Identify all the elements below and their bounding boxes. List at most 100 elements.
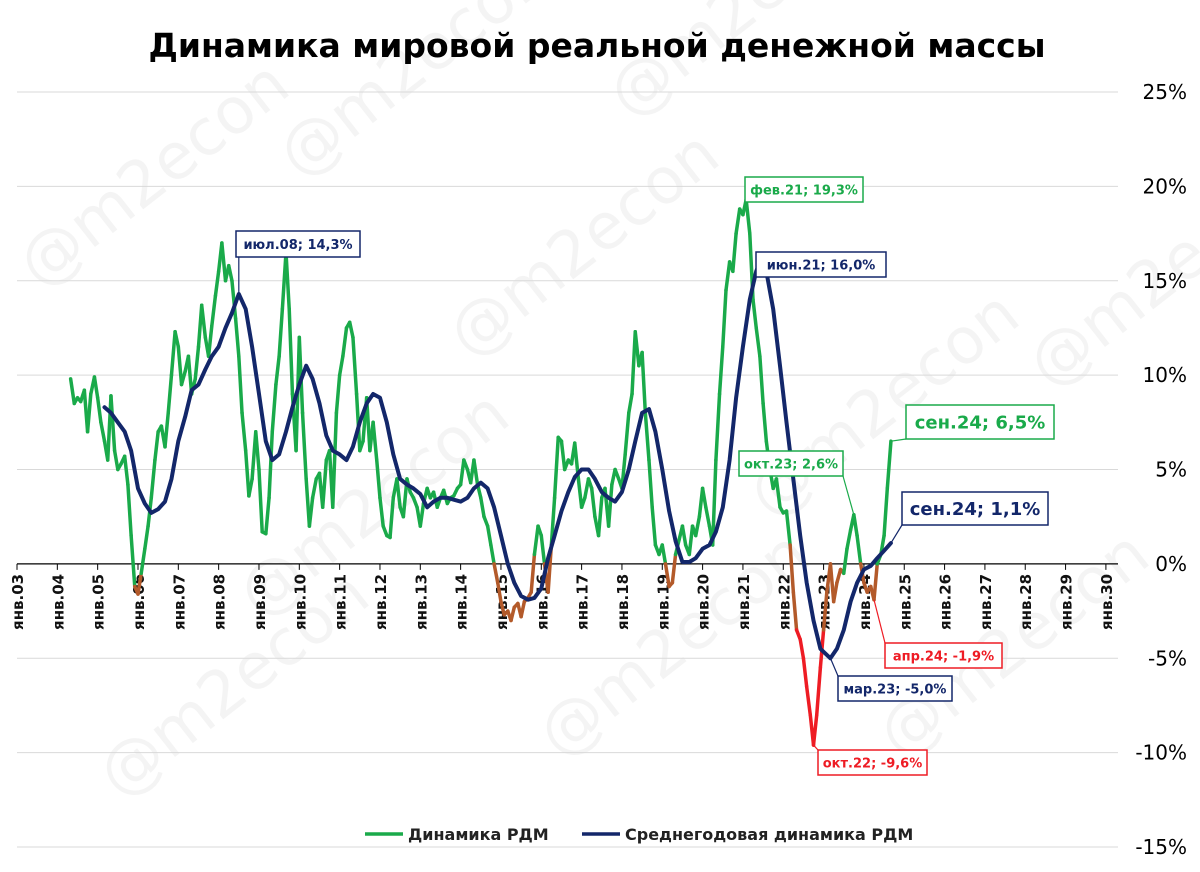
rdm-line-segment xyxy=(650,505,658,547)
chart-title: Динамика мировой реальной денежной массы xyxy=(148,26,1045,65)
rdm-line-segment xyxy=(85,392,93,434)
rdm-line-segment xyxy=(798,637,806,660)
rdm-line-segment xyxy=(351,335,359,396)
annotation-label: окт.23; 2,6% xyxy=(744,457,838,472)
rdm-line-segment xyxy=(704,505,712,528)
rdm-line-segment xyxy=(287,307,295,396)
y-tick-label: -10% xyxy=(1135,741,1187,765)
rdm-line-segment xyxy=(670,552,678,585)
rdm-line-segment xyxy=(489,543,496,566)
rdm-line-segment xyxy=(213,269,221,298)
rdm-line-segment xyxy=(855,533,863,566)
rdm-line-segment xyxy=(714,392,722,462)
annotation-box xyxy=(755,251,887,278)
rdm-line-segment xyxy=(347,320,355,340)
rdm-line-segment xyxy=(331,411,339,509)
rdm-line-segment xyxy=(660,543,668,566)
rdm-line-segment xyxy=(230,279,238,321)
watermark-text: @m2econ xyxy=(434,116,733,372)
rdm-line-segment xyxy=(247,477,254,498)
rdm-line-segment xyxy=(179,369,187,387)
rdm-line-segment xyxy=(163,411,170,449)
x-tick-label: янв.07 xyxy=(170,574,188,630)
x-tick-label: янв.10 xyxy=(291,574,309,630)
rdm-line-segment xyxy=(68,377,77,406)
annotation-label: фев.21; 19,3% xyxy=(750,183,858,198)
x-tick-label: янв.03 xyxy=(9,574,27,630)
rdm-line-segment xyxy=(842,547,849,576)
y-tick-label: 20% xyxy=(1143,174,1187,198)
x-tick-label: янв.09 xyxy=(251,574,269,630)
annotation-label: окт.22; -9,6% xyxy=(823,756,923,771)
rdm-line-segment xyxy=(337,354,345,377)
x-tick-label: янв.08 xyxy=(211,574,229,630)
x-tick-label: янв.29 xyxy=(1058,574,1076,630)
legend: Динамика РДМ Среднегодовая динамика РДМ xyxy=(365,825,913,844)
rdm-line-segment xyxy=(831,581,839,604)
x-tick-label: янв.25 xyxy=(896,574,914,630)
x-tick-label: янв.17 xyxy=(574,574,592,630)
x-tick-label: янв.21 xyxy=(735,574,753,630)
series-layer xyxy=(68,197,893,747)
rdm-line-segment xyxy=(549,496,557,547)
rdm-line-segment xyxy=(821,590,829,632)
annotation-leader xyxy=(829,658,839,677)
rdm-line-segment xyxy=(627,392,634,415)
rdm-line-segment xyxy=(149,458,157,500)
y-tick-label: 25% xyxy=(1143,80,1187,104)
rdm-line-segment xyxy=(499,599,506,617)
rdm-line-segment xyxy=(109,394,117,453)
rdm-line-segment xyxy=(552,435,560,500)
rdm-line-segment xyxy=(606,482,614,528)
annotation-box xyxy=(744,176,864,203)
rdm-line-segment xyxy=(492,562,500,585)
rdm-line-segment xyxy=(751,297,758,330)
watermark-text: @m2econ xyxy=(4,46,303,302)
rdm-line-segment xyxy=(596,496,604,538)
annotation-layer: июл.08; 14,3% фев.21; 19,3% июн.21; 16,0% о… xyxy=(235,176,1055,776)
x-tick-label: янв.05 xyxy=(90,574,108,630)
rdm-line-segment xyxy=(872,562,879,602)
rdm-line-segment xyxy=(717,345,725,396)
rdm-line-segment xyxy=(237,354,244,415)
rdm-line-segment xyxy=(136,571,143,596)
rdm-line-segment xyxy=(166,373,174,415)
rdm-line-segment xyxy=(589,486,597,519)
rdm-line-segment xyxy=(173,329,181,349)
rdm-line-segment xyxy=(153,430,160,462)
y-tick-label: -5% xyxy=(1148,646,1187,670)
rdm-line-segment xyxy=(835,567,843,585)
x-tick-label: янв.18 xyxy=(614,574,632,630)
rdm-line-segment xyxy=(519,599,527,619)
x-tick-label: янв.04 xyxy=(49,574,67,630)
rdm-line-segment xyxy=(761,401,769,443)
annotation-box xyxy=(901,491,1049,526)
legend-label-avg-rdm: Среднегодовая динамика РДМ xyxy=(625,825,913,844)
watermark-text: @m2econ xyxy=(594,0,893,133)
rdm-line-segment xyxy=(791,590,799,632)
rdm-line-segment xyxy=(633,329,641,368)
annotation-label: апр.24; -1,9% xyxy=(893,649,994,664)
rdm-line-segment xyxy=(804,684,813,717)
x-tick-label: янв.26 xyxy=(937,574,955,630)
rdm-line-segment xyxy=(371,420,379,462)
rdm-line-segment xyxy=(710,458,718,547)
rdm-line-segment xyxy=(744,197,752,236)
annotation-label: сен.24; 1,1% xyxy=(910,499,1041,520)
y-tick-label: -15% xyxy=(1135,835,1187,859)
rdm-line-segment xyxy=(143,524,150,551)
rdm-line-segment xyxy=(186,354,194,396)
y-tick-label: 0% xyxy=(1155,552,1187,576)
rdm-line-segment xyxy=(233,316,241,358)
rdm-line-segment xyxy=(270,382,278,434)
annotation-leader xyxy=(873,599,886,644)
rdm-line-segment xyxy=(620,452,627,491)
rdm-line-segment xyxy=(640,350,648,415)
rdm-line-segment xyxy=(693,514,702,538)
annotation-label: сен.24; 6,5% xyxy=(915,413,1046,434)
rdm-line-segment xyxy=(472,458,480,487)
rdm-line-segment xyxy=(206,324,214,358)
rdm-line-segment xyxy=(395,477,402,509)
